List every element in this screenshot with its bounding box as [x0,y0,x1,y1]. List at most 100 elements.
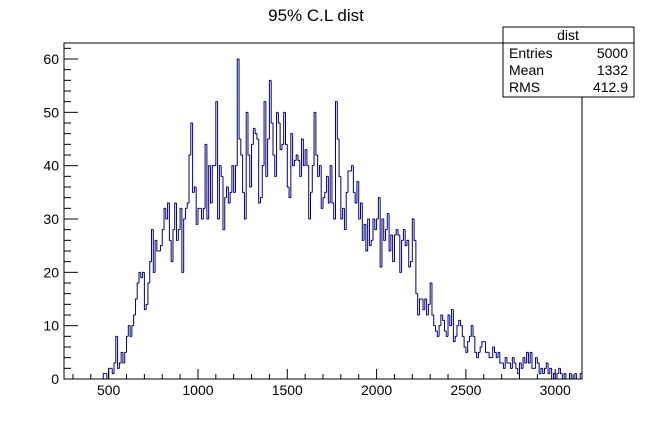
histogram-bin [120,351,123,363]
histogram-bin [354,192,357,204]
histogram-bin [479,346,482,353]
histogram-bin [506,357,509,364]
histogram-bin [558,367,561,374]
histogram-bin [122,352,125,364]
y-tick-label: 20 [43,264,59,280]
histogram-bin [279,123,282,151]
histogram-bin [418,298,422,315]
histogram-bin [113,362,116,374]
histogram-bin [340,176,343,220]
histogram-bin [470,325,474,337]
histogram-bin [376,218,379,230]
histogram-bin [495,352,499,359]
histogram-bin [390,234,393,251]
histogram-bin [295,154,298,161]
histogram-bin [299,160,302,177]
histogram-bin [261,165,265,198]
histogram-bin [488,352,491,359]
histogram-bin [152,229,156,273]
histogram-bin [163,207,166,230]
histogram-bin [297,155,300,161]
histogram-bin [438,325,441,337]
histogram-bin [156,240,159,252]
histogram-bin [327,176,331,204]
histogram-bin [347,170,350,193]
histogram-bin [493,347,497,353]
histogram-bin [556,373,559,379]
histogram-bin [227,187,231,204]
y-tick-label: 40 [43,158,59,174]
x-tick-label: 500 [97,382,121,398]
histogram-bin [404,229,407,247]
histogram-bin [422,299,425,311]
histogram-bin [131,325,134,337]
x-tick-labels: 500 1000 1500 2000 2500 3000 [97,382,571,398]
histogram-bin [233,165,236,193]
stats-box: dist Entries 5000 Mean 1332 RMS 412.9 [502,26,635,98]
histogram-bin [543,367,547,374]
histogram-bin [540,367,543,374]
stats-entries-label: Entries [509,45,553,61]
stats-box-title: dist [557,27,579,43]
histogram-bin [111,368,115,375]
histogram-bin [406,239,409,246]
histogram-bin [522,357,525,369]
histogram-bin [363,223,366,241]
histogram-bin [188,154,191,203]
x-tick-label: 2000 [361,382,392,398]
histogram-bin [517,368,520,375]
histogram-bin [218,165,222,219]
histogram-bin [115,335,118,363]
histogram-bin [302,139,306,167]
histogram-bin [361,203,365,241]
histogram-bin [468,335,472,342]
histogram-bin [238,59,241,140]
histogram-bin [342,207,345,219]
histogram-bin [201,208,204,220]
histogram-bin [313,111,316,166]
histogram-bin [424,298,427,310]
histogram-bin [242,155,245,193]
histogram-bin [368,219,372,247]
histogram-bin [193,186,197,193]
histogram-bin [243,192,247,220]
histogram-bin [149,261,152,283]
histogram-bin [352,165,356,193]
histogram-bin [377,197,381,219]
histogram-bin [134,298,138,315]
histogram-bin [168,203,172,241]
histogram-bin [161,229,165,246]
histogram-bin [145,303,148,310]
y-tick-label: 10 [43,318,59,334]
histogram-bin [274,155,277,177]
x-tick-label: 1500 [272,382,303,398]
histogram-bin [138,271,141,283]
histogram-bin [345,191,349,230]
histogram-bin [536,357,540,364]
histogram-bin [177,229,181,241]
histogram-bin [259,197,263,203]
histogram-bin [460,320,463,327]
histogram-bin [402,229,406,241]
histogram-bin [527,352,531,364]
histogram-bin [443,320,447,332]
histogram-bin [472,325,475,337]
histogram-bin [356,181,359,203]
histogram-bin [452,309,456,343]
histogram-bin [410,261,413,267]
histogram-bin [256,133,259,140]
histogram-bin [329,165,332,203]
histogram-bin [272,123,275,156]
histogram-bin [154,239,157,273]
histogram-bin [370,239,374,246]
histogram-bin [393,234,397,262]
histogram-bin [306,149,309,167]
stats-rms-label: RMS [509,79,540,95]
histogram-bin [461,325,465,337]
histogram-bin [286,144,290,188]
histogram-bin [206,144,209,220]
histogram-bin [318,165,322,177]
histogram-bin [215,101,218,166]
histogram-bin [386,213,390,230]
